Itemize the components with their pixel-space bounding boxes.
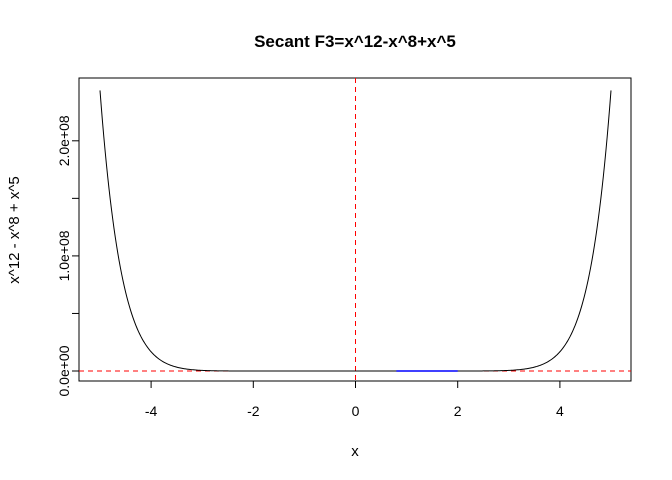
data-series bbox=[99, 90, 612, 372]
x-axis: -4 -2 0 2 4 bbox=[145, 380, 564, 419]
x-tick-label: 2 bbox=[454, 403, 462, 419]
reference-lines bbox=[79, 78, 631, 381]
x-axis-label: x bbox=[351, 443, 359, 460]
series-curve bbox=[99, 90, 612, 372]
x-tick-label: 0 bbox=[352, 403, 360, 419]
x-tick-label: -4 bbox=[145, 403, 158, 419]
x-tick-label: 4 bbox=[556, 403, 564, 419]
chart-title: Secant F3=x^12-x^8+x^5 bbox=[254, 32, 456, 51]
y-tick-label: 1.0e+08 bbox=[56, 230, 72, 281]
y-axis-label: x^12 - x^8 + x^5 bbox=[6, 176, 23, 283]
x-tick-label: -2 bbox=[247, 403, 260, 419]
y-tick-label: 0.0e+00 bbox=[56, 345, 72, 396]
y-axis: 0.0e+00 1.0e+08 2.0e+08 bbox=[56, 115, 80, 397]
y-tick-label: 2.0e+08 bbox=[56, 115, 72, 166]
